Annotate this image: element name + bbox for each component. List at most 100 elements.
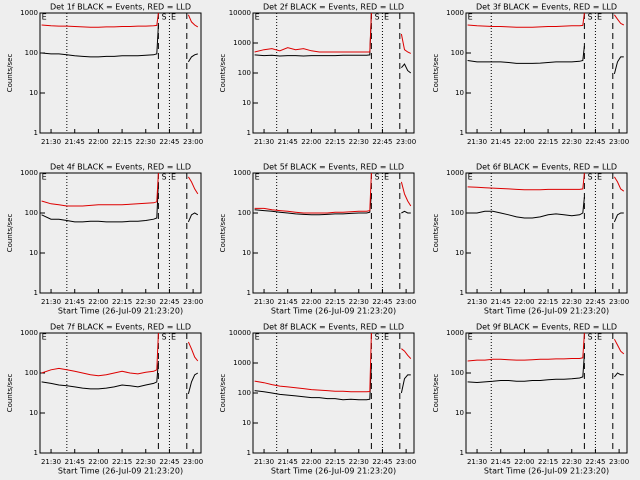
series-line <box>41 181 199 223</box>
x-tick-label: 22:45 <box>159 298 179 306</box>
y-tick-label: 1000 <box>446 329 464 337</box>
annotation: E <box>255 173 260 182</box>
annotation: S <box>588 333 593 342</box>
y-tick-label: 10 <box>455 249 464 257</box>
annotation: S <box>375 13 380 22</box>
y-tick-label: 1 <box>34 449 38 457</box>
y-tick-label: 1000 <box>20 169 38 177</box>
y-tick-label: 1 <box>460 129 464 137</box>
y-tick-label: 1000 <box>233 169 251 177</box>
annotation: E <box>171 173 176 182</box>
chart-title: Det 7f BLACK = Events, RED = LLD <box>50 323 191 332</box>
plot-frame <box>39 172 202 294</box>
plot-frame <box>39 332 202 454</box>
x-tick-label: 23:00 <box>396 458 416 466</box>
x-tick-label: 22:45 <box>372 458 392 466</box>
x-tick-label: 22:30 <box>562 138 582 146</box>
y-tick-label: 1 <box>460 449 464 457</box>
x-tick-label: 22:15 <box>112 458 132 466</box>
y-tick-label: 1000 <box>233 359 251 367</box>
x-tick-label: 22:30 <box>136 458 156 466</box>
chart-title: Det 3f BLACK = Events, RED = LLD <box>476 3 617 12</box>
x-tick-label: 23:00 <box>609 138 629 146</box>
y-tick-label: 100 <box>451 49 464 57</box>
y-axis-label: Counts/sec <box>432 374 440 413</box>
annotation: E <box>171 13 176 22</box>
y-axis-label: Counts/sec <box>432 54 440 93</box>
x-tick-label: 22:15 <box>325 138 345 146</box>
x-tick-label: 22:00 <box>301 138 321 146</box>
annotation: S <box>375 333 380 342</box>
annotation: S <box>375 173 380 182</box>
annotation: E <box>255 333 260 342</box>
y-tick-label: 10 <box>29 409 38 417</box>
x-tick-label: 23:00 <box>609 458 629 466</box>
x-tick-label: 21:45 <box>491 138 511 146</box>
x-tick-label: 23:00 <box>183 458 203 466</box>
y-tick-label: 100 <box>238 69 251 77</box>
x-tick-label: 22:45 <box>372 138 392 146</box>
annotation: E <box>468 173 473 182</box>
x-tick-label: 21:30 <box>41 298 61 306</box>
x-tick-label: 22:15 <box>112 298 132 306</box>
x-tick-label: 22:30 <box>349 458 369 466</box>
x-tick-label: 22:45 <box>159 458 179 466</box>
annotation: E <box>42 13 47 22</box>
chart-title: Det 6f BLACK = Events, RED = LLD <box>476 163 617 172</box>
y-axis-label: Counts/sec <box>6 214 14 253</box>
plot-frame <box>252 172 415 294</box>
series-line <box>41 360 199 395</box>
x-tick-label: 21:30 <box>41 138 61 146</box>
y-axis-label: Counts/sec <box>432 214 440 253</box>
series-line <box>254 193 411 216</box>
y-tick-label: 10 <box>455 89 464 97</box>
x-axis-label: Start Time (26-Jul-09 21:23:20) <box>58 467 183 476</box>
x-tick-label: 22:00 <box>88 458 108 466</box>
x-tick-label: 21:30 <box>467 138 487 146</box>
series-line <box>41 24 198 63</box>
series-line <box>254 12 412 54</box>
series-line <box>254 172 412 214</box>
y-tick-label: 1 <box>247 129 251 137</box>
y-tick-label: 1 <box>247 449 251 457</box>
y-tick-label: 10 <box>242 419 251 427</box>
x-tick-label: 22:30 <box>562 298 582 306</box>
annotation: E <box>384 173 389 182</box>
x-tick-label: 22:00 <box>88 298 108 306</box>
plot-frame <box>465 12 628 134</box>
x-tick-label: 22:00 <box>301 458 321 466</box>
y-tick-label: 1000 <box>20 9 38 17</box>
x-tick-label: 21:30 <box>254 298 274 306</box>
annotation: E <box>468 13 473 22</box>
y-tick-label: 10000 <box>229 329 251 337</box>
series-line <box>467 197 624 223</box>
x-tick-label: 21:30 <box>41 458 61 466</box>
annotation: E <box>468 333 473 342</box>
series-line <box>254 332 412 393</box>
annotation: E <box>597 13 602 22</box>
y-tick-label: 100 <box>451 209 464 217</box>
x-tick-label: 21:30 <box>254 138 274 146</box>
x-tick-label: 21:30 <box>467 458 487 466</box>
series-line <box>467 45 624 75</box>
annotation: E <box>597 333 602 342</box>
y-tick-label: 100 <box>25 209 38 217</box>
x-tick-label: 22:15 <box>112 138 132 146</box>
annotation: E <box>384 13 389 22</box>
x-tick-label: 22:15 <box>538 298 558 306</box>
y-tick-label: 100 <box>25 369 38 377</box>
series-line <box>41 332 199 377</box>
series-line <box>467 353 624 384</box>
x-axis-label: Start Time (26-Jul-09 21:23:20) <box>271 307 396 316</box>
y-axis-label: Counts/sec <box>219 54 227 93</box>
x-tick-label: 22:30 <box>562 458 582 466</box>
x-tick-label: 21:45 <box>278 458 298 466</box>
x-axis-label: Start Time (26-Jul-09 21:23:20) <box>58 307 183 316</box>
y-tick-label: 1000 <box>446 169 464 177</box>
x-tick-label: 21:30 <box>254 458 274 466</box>
y-tick-label: 1000 <box>446 9 464 17</box>
y-tick-label: 1 <box>460 289 464 297</box>
annotation: E <box>384 333 389 342</box>
x-tick-label: 22:15 <box>538 458 558 466</box>
